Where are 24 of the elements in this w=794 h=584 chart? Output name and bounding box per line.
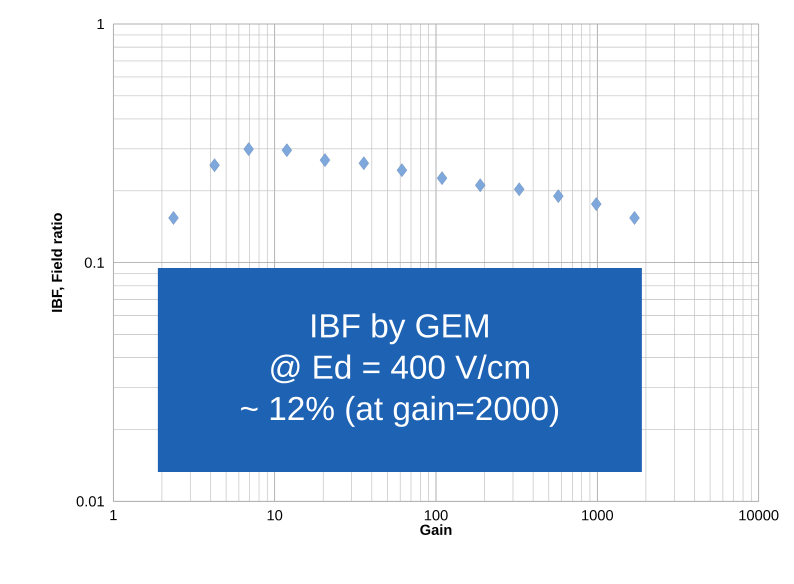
point xyxy=(282,143,292,158)
point xyxy=(396,163,408,178)
x-tick-label: 1 xyxy=(110,510,117,520)
point xyxy=(629,211,640,225)
point xyxy=(243,142,254,156)
x-tick-label: 10 xyxy=(268,510,282,520)
y-tick-label: 0.01 xyxy=(76,496,104,507)
point xyxy=(475,178,486,192)
annotation: IBF by GEM xyxy=(312,313,488,344)
y-axis-title: IBF, Field ratio xyxy=(51,213,64,312)
point xyxy=(436,171,448,186)
x-axis-title: Gain xyxy=(420,524,452,536)
point xyxy=(320,153,330,167)
y-tick-label: 0.1 xyxy=(84,257,104,268)
point xyxy=(591,197,602,211)
annotation: ~ 12% (at gain=2000) xyxy=(241,396,558,427)
x-tick-label: 100 xyxy=(424,510,448,520)
point xyxy=(514,182,524,196)
x-tick-label: 10000 xyxy=(739,510,778,520)
point xyxy=(553,189,564,204)
point xyxy=(358,156,370,170)
y-tick-label: 1 xyxy=(98,18,104,30)
x-tick-label: 1000 xyxy=(582,510,614,520)
annotation: @ Ed = 400 V/cm xyxy=(271,354,529,384)
